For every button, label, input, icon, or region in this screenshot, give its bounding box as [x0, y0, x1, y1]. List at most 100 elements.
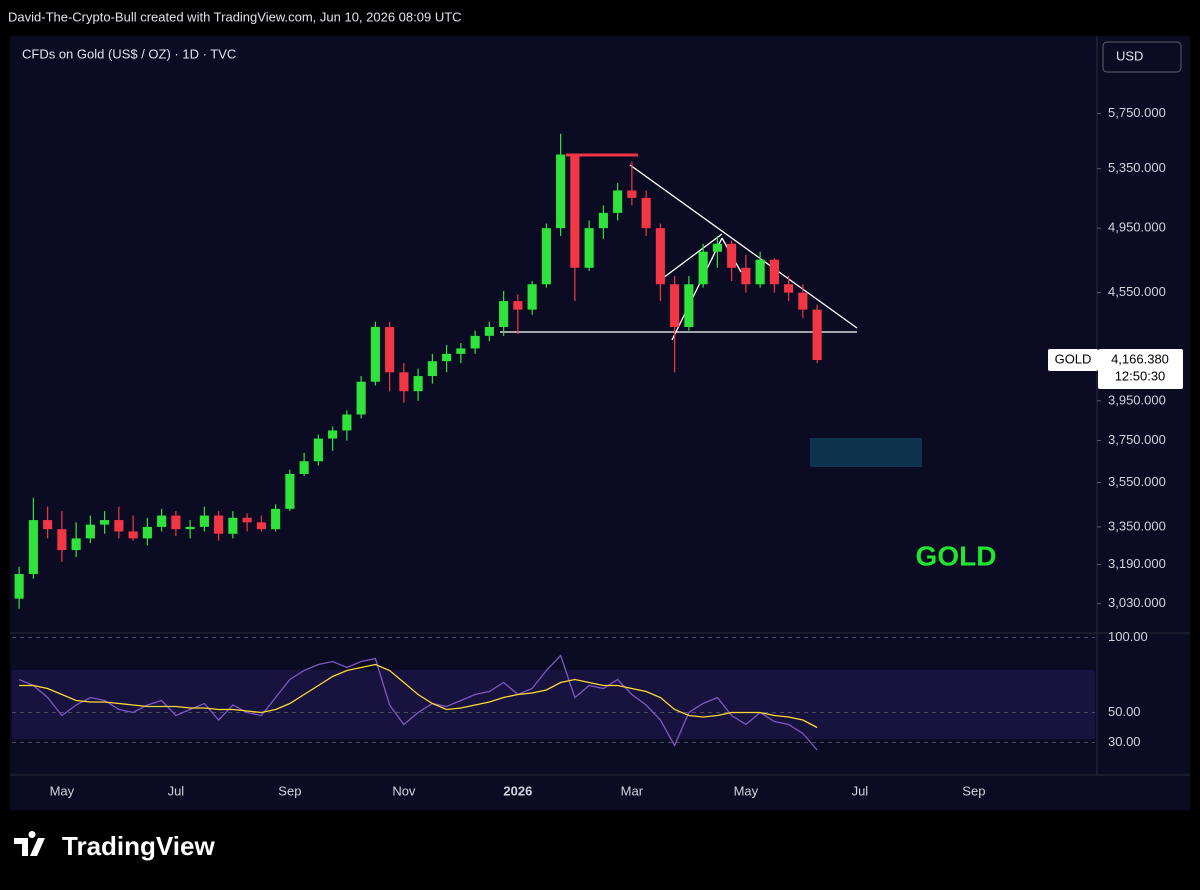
logo-icon — [14, 831, 45, 856]
x-tick-label: Jul — [168, 783, 185, 798]
price-tag — [1098, 349, 1183, 390]
candle-body — [527, 284, 537, 310]
x-tick-label: Sep — [962, 783, 985, 798]
x-tick-label: Nov — [392, 783, 416, 798]
candle-body — [741, 267, 751, 285]
x-tick-label: May — [50, 783, 75, 798]
candle-body — [157, 515, 167, 527]
y-tick-label: 3,030.000 — [1108, 595, 1166, 610]
candle-body — [100, 520, 110, 525]
indicator-line — [18, 654, 818, 751]
candle-body — [684, 284, 694, 328]
candle-body — [698, 251, 708, 285]
candle-body — [328, 430, 338, 439]
candle-body — [313, 438, 323, 462]
candle-body — [413, 376, 423, 392]
brand-logo: TradingView — [14, 831, 215, 861]
y-tick-label: 3,190.000 — [1108, 556, 1166, 571]
candle-body — [28, 520, 38, 574]
candle-body — [185, 526, 195, 530]
candle-body — [641, 197, 651, 229]
candle-body — [727, 243, 737, 268]
y-tick-label: 5,350.000 — [1108, 160, 1166, 175]
candle-body — [128, 531, 138, 539]
candle-body — [142, 526, 152, 539]
candle-body — [513, 301, 523, 310]
candle-body — [598, 212, 608, 229]
candle-body — [114, 520, 124, 532]
y-tick-label: 3,350.000 — [1108, 518, 1166, 533]
wedge-line — [671, 237, 723, 341]
candle-body — [228, 517, 238, 534]
candle-body — [14, 573, 24, 599]
candle-body — [385, 327, 395, 373]
candle-body — [399, 372, 409, 392]
candle-body — [256, 522, 266, 530]
candle-body — [784, 284, 794, 293]
y-tick-label: 5,750.000 — [1108, 105, 1166, 120]
candle-body — [342, 414, 352, 431]
x-tick-label: Jul — [852, 783, 869, 798]
candle-body — [171, 515, 181, 530]
candle-body — [43, 520, 53, 530]
countdown-label: 12:50:30 — [1115, 368, 1166, 383]
candle-body — [541, 228, 551, 285]
candle-body — [812, 309, 822, 361]
x-tick-label: Mar — [621, 783, 644, 798]
currency-label[interactable]: USD — [1116, 48, 1143, 63]
y-tick-label: 30.00 — [1108, 734, 1141, 749]
y-tick-label: 3,950.000 — [1108, 392, 1166, 407]
x-tick-label: Sep — [278, 783, 301, 798]
annotation: GOLD — [916, 540, 997, 571]
price-tag-label: 4,166.380 — [1111, 351, 1169, 366]
candle-body — [556, 154, 566, 229]
symbol-tag — [1048, 349, 1098, 372]
candle-body — [570, 154, 580, 268]
descending-trendline — [629, 164, 858, 329]
candle-body — [613, 190, 623, 213]
currency-button[interactable] — [1102, 41, 1182, 73]
candle-body — [199, 515, 209, 527]
wedge-line — [662, 233, 723, 279]
y-tick-label: 3,750.000 — [1108, 432, 1166, 447]
symbol-title: CFDs on Gold (US$ / OZ) · 1D · TVC — [22, 46, 236, 61]
candle-body — [214, 515, 224, 534]
rsi-band — [12, 670, 1095, 739]
candle-body — [71, 538, 81, 551]
y-tick-label: 50.00 — [1108, 704, 1141, 719]
candle-body — [285, 473, 295, 509]
y-tick-label: 3,550.000 — [1108, 474, 1166, 489]
symbol-tag-label: GOLD — [1055, 351, 1092, 366]
candle-body — [271, 508, 281, 530]
y-tick-label: 100.00 — [1108, 629, 1148, 644]
y-tick-label: 4,950.000 — [1108, 220, 1166, 235]
candles — [14, 133, 822, 609]
candle-body — [299, 461, 309, 474]
candle-body — [670, 284, 680, 328]
candle-body — [584, 228, 594, 268]
target-zone — [810, 438, 922, 467]
x-tick-label: May — [734, 783, 759, 798]
candle-body — [242, 517, 252, 523]
candle-body — [712, 243, 722, 252]
candle-body — [470, 335, 480, 349]
candle-body — [356, 381, 366, 415]
candle-body — [769, 259, 779, 285]
candle-body — [484, 327, 494, 336]
indicator-line — [19, 663, 818, 729]
candle-body — [456, 348, 466, 354]
x-tick-label: 2026 — [503, 783, 532, 798]
candle-body — [627, 190, 637, 198]
candle-body — [370, 327, 380, 382]
candle-body — [85, 524, 95, 539]
candle-body — [499, 301, 509, 328]
y-tick-label: 4,550.000 — [1108, 284, 1166, 299]
candle-body — [798, 292, 808, 310]
candle-body — [755, 259, 765, 285]
header-text: David-The-Crypto-Bull created with Tradi… — [8, 9, 462, 24]
candle-body — [442, 353, 452, 362]
candle-body — [427, 361, 437, 377]
candle-body — [57, 529, 67, 551]
candle-body — [655, 228, 665, 285]
